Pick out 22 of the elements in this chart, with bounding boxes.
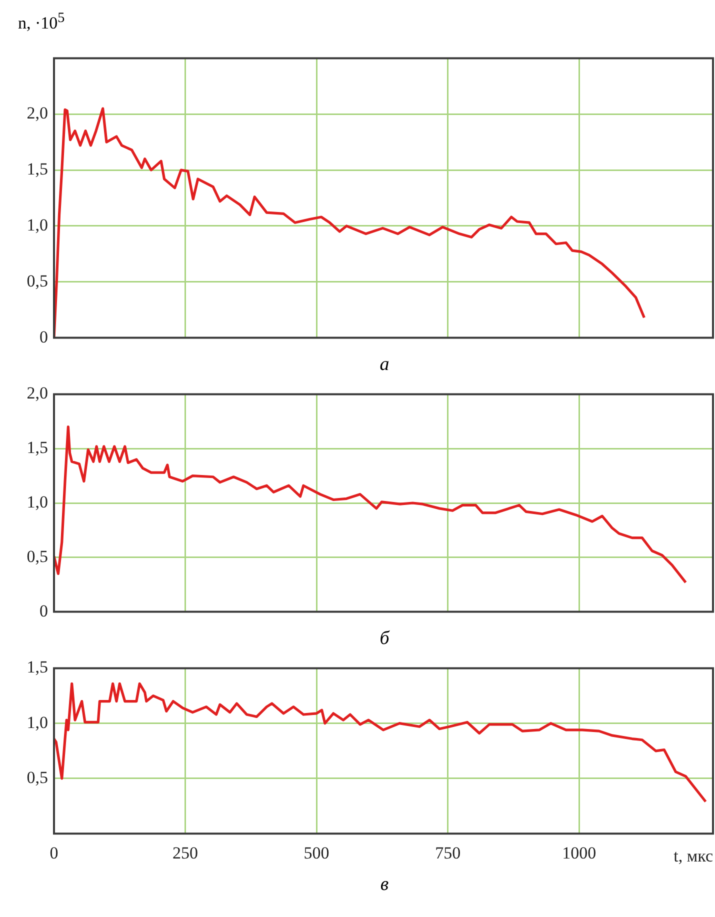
y-tick-label: 2,0 <box>26 104 48 123</box>
y-axis-title: n, ·10$^{5}$ <box>17 9 66 35</box>
x-tick-label: 500 <box>304 843 330 862</box>
y-tick-label: 1,5 <box>26 160 48 179</box>
x-tick-label: 250 <box>172 843 198 862</box>
text: в <box>379 874 390 897</box>
y-tick-label: 0 <box>40 327 48 346</box>
text: а <box>378 354 390 377</box>
y-tick-label: 1,5 <box>26 658 48 677</box>
y-tick-label: 1,0 <box>26 215 48 234</box>
y-tick-label: 1,0 <box>26 712 48 732</box>
x-tick-label: 750 <box>435 843 461 862</box>
y-tick-label: 0,5 <box>26 271 48 290</box>
y-tick-label: 1,5 <box>26 438 48 458</box>
y-tick-label: 0,5 <box>26 768 48 787</box>
x-tick-label: 1000 <box>562 843 596 862</box>
y-tick-label: 0,5 <box>26 546 48 566</box>
y-tick-label: 1,0 <box>26 492 48 512</box>
y-tick-label: 0 <box>40 601 48 620</box>
x-axis-title: t, мкс <box>674 846 714 866</box>
y-tick-label: 2,0 <box>26 384 48 403</box>
text: б <box>378 628 391 651</box>
